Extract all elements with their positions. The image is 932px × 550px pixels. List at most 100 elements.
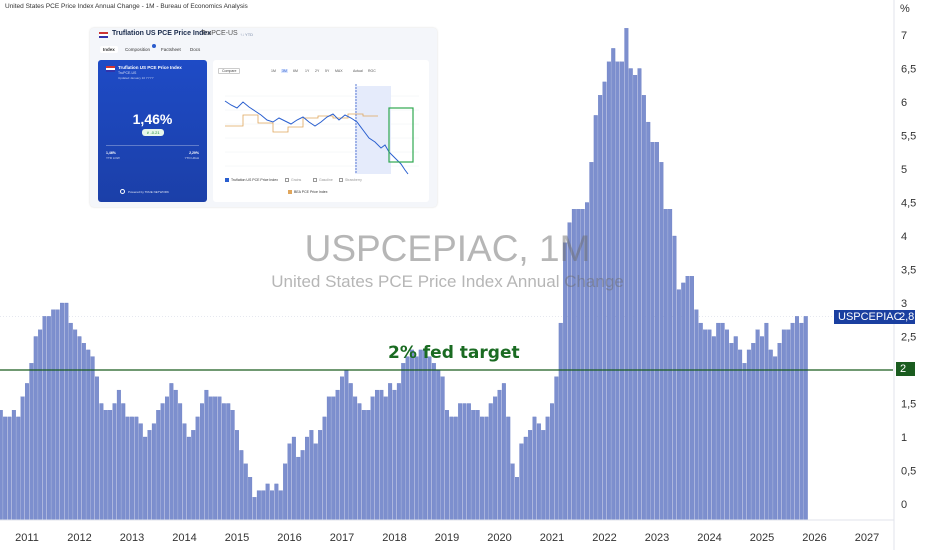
bar-83 xyxy=(335,389,340,521)
y-tick-label-9: 4,5 xyxy=(901,198,916,210)
bar-30 xyxy=(103,410,108,521)
bar-119 xyxy=(493,396,498,521)
bar-41 xyxy=(151,423,156,521)
bar-68 xyxy=(270,490,274,521)
bar-40 xyxy=(147,430,152,521)
bar-58 xyxy=(226,403,231,521)
range-5y: 5Y xyxy=(325,69,330,73)
roc-toggle: ROC xyxy=(368,69,376,73)
bar-164 xyxy=(690,276,694,521)
inset-ytd-tag: ↑↓ YTD xyxy=(240,32,254,37)
inset-line-chart xyxy=(224,84,419,175)
bar-103 xyxy=(423,349,428,521)
bar-175 xyxy=(738,349,743,521)
x-tick-label-2022: 2022 xyxy=(592,532,616,544)
bar-118 xyxy=(488,403,493,521)
bar-43 xyxy=(160,403,165,521)
range-6m: 6M xyxy=(293,69,298,73)
x-tick-label-2016: 2016 xyxy=(277,532,301,544)
bar-143 xyxy=(598,95,603,521)
x-tick-label-2023: 2023 xyxy=(645,532,669,544)
legend-truflation-label: Truflation US PCE Price Index xyxy=(231,178,278,182)
bar-75 xyxy=(300,450,305,521)
target-level-tag: 2 xyxy=(896,362,915,376)
inset-bea-line xyxy=(225,113,378,133)
bar-153 xyxy=(641,95,646,521)
bar-152 xyxy=(637,68,642,521)
bar-15 xyxy=(38,329,43,521)
inset-chart-panel: Compare 1M 3M 6M 1Y 2Y 5Y MAX Actual ROC… xyxy=(213,60,429,202)
bar-99 xyxy=(405,356,410,521)
bar-169 xyxy=(711,336,716,521)
bar-134 xyxy=(558,322,563,521)
bar-156 xyxy=(655,142,659,521)
bar-67 xyxy=(265,483,270,521)
bar-102 xyxy=(418,349,423,521)
x-tick-label-2027: 2027 xyxy=(855,532,879,544)
bar-114 xyxy=(471,410,476,521)
bar-10 xyxy=(16,416,21,521)
card-ytd-high-value: 2,29% xyxy=(189,151,199,155)
bar-65 xyxy=(256,490,261,521)
bar-141 xyxy=(589,162,594,521)
bar-76 xyxy=(305,436,309,521)
card-current-value: 1,46% xyxy=(132,111,173,127)
card-index-name: Truflation US PCE Price Index xyxy=(118,65,182,70)
bar-181 xyxy=(764,322,769,521)
card-index-code: TruPCE-US xyxy=(118,71,137,75)
bar-128 xyxy=(532,416,537,521)
card-updated: Updated January 10 YYYY xyxy=(118,76,154,80)
legend-strawberry-label: Strawberry xyxy=(345,178,362,182)
inset-ticker: TruPCE-US xyxy=(201,30,238,37)
bar-168 xyxy=(707,329,712,521)
bar-101 xyxy=(414,356,419,521)
bar-120 xyxy=(497,389,502,521)
watermark-symbol: USPCEPIAC, 1M xyxy=(304,228,591,269)
x-tick-label-2021: 2021 xyxy=(540,532,564,544)
bar-117 xyxy=(484,416,489,521)
bar-72 xyxy=(287,443,292,521)
range-max: MAX xyxy=(335,69,343,73)
bar-61 xyxy=(239,450,244,521)
inset-header: Truflation US PCE Price Index TruPCE-US … xyxy=(90,28,437,60)
bar-87 xyxy=(353,396,358,521)
bar-19 xyxy=(55,309,60,521)
x-tick-label-2018: 2018 xyxy=(382,532,406,544)
bar-89 xyxy=(361,410,366,521)
last-price-value: 2,8 xyxy=(899,311,915,323)
bar-95 xyxy=(388,383,393,521)
bar-22 xyxy=(68,322,73,521)
bar-63 xyxy=(248,477,253,521)
bar-154 xyxy=(646,121,651,521)
x-tick-label-2014: 2014 xyxy=(172,532,196,544)
bar-50 xyxy=(191,430,196,521)
bar-129 xyxy=(536,423,541,521)
bar-55 xyxy=(213,396,218,521)
bar-187 xyxy=(790,322,795,521)
bar-107 xyxy=(440,376,445,521)
bar-82 xyxy=(331,396,336,521)
bar-35 xyxy=(125,416,130,521)
bar-80 xyxy=(322,416,327,521)
legend-strawberry: Strawberry xyxy=(339,178,362,183)
bar-112 xyxy=(462,403,467,521)
bar-26 xyxy=(86,349,91,521)
legend-swatch-truflation xyxy=(225,178,229,183)
bar-189 xyxy=(799,322,804,521)
bar-33 xyxy=(116,389,121,521)
bar-186 xyxy=(786,329,791,521)
bar-176 xyxy=(742,363,747,521)
bar-122 xyxy=(506,416,511,521)
bar-150 xyxy=(628,68,633,521)
y-tick-label-2: 1 xyxy=(901,432,907,444)
bar-85 xyxy=(344,369,349,521)
legend-swatch-strawberry xyxy=(339,178,343,183)
inset-title: Truflation US PCE Price Index xyxy=(112,30,212,37)
y-tick-label-6: 3 xyxy=(901,298,907,310)
card-ytd-low-label: YTD LOW xyxy=(106,156,120,160)
bar-170 xyxy=(716,322,721,521)
bar-31 xyxy=(108,410,113,521)
bar-162 xyxy=(681,282,686,521)
last-price-symbol: USPCEPIAC xyxy=(838,311,902,323)
bar-9 xyxy=(11,410,16,521)
